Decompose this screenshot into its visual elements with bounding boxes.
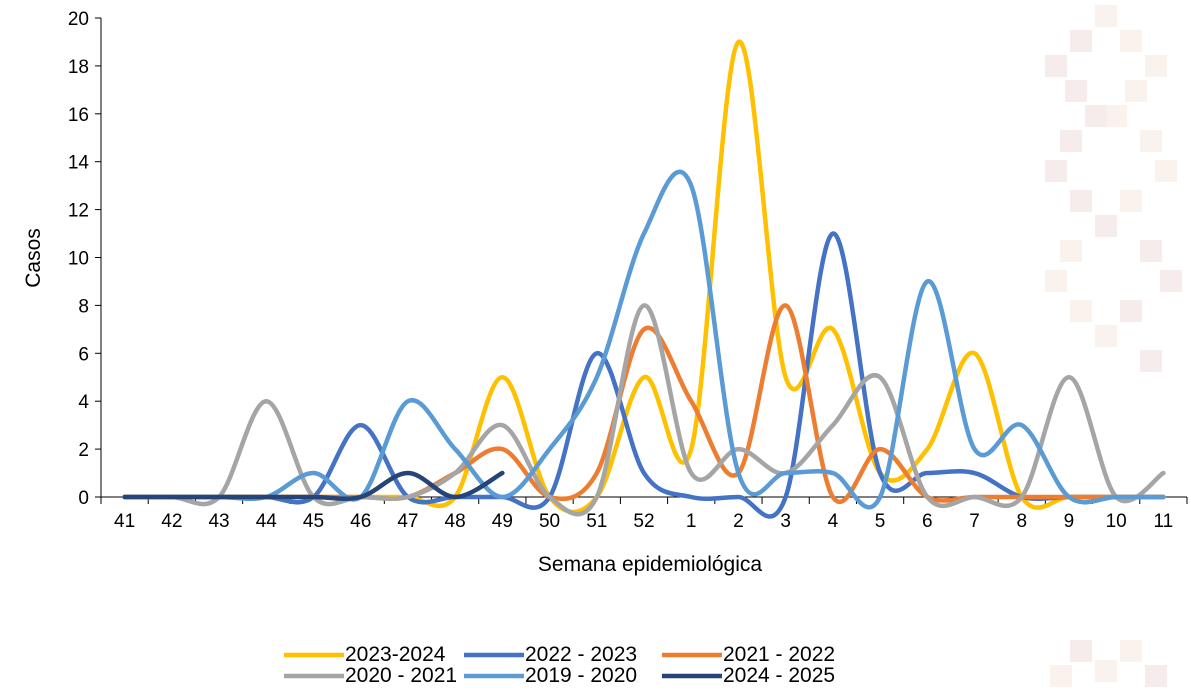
x-tick-label: 44 bbox=[256, 511, 278, 532]
y-tick-label: 2 bbox=[78, 440, 89, 461]
legend: 2023-2024 2022 - 2023 2021 - 2022 2020 - 20… bbox=[284, 643, 835, 687]
x-tick-label: 9 bbox=[1064, 511, 1075, 532]
y-tick-label: 18 bbox=[68, 57, 89, 78]
legend-label-5: 2024 - 2025 bbox=[723, 664, 835, 687]
decor-tile bbox=[1120, 640, 1142, 662]
y-axis-title: Casos bbox=[22, 228, 45, 288]
decor-tile bbox=[1095, 325, 1117, 347]
legend-label-0: 2023-2024 bbox=[345, 643, 446, 666]
decor-tile bbox=[1140, 240, 1162, 262]
x-tick-label: 47 bbox=[397, 511, 418, 532]
decor-tile bbox=[1060, 130, 1082, 152]
decor-tile bbox=[1045, 270, 1067, 292]
x-tick-label: 1 bbox=[686, 511, 697, 532]
x-tick-label: 8 bbox=[1016, 511, 1027, 532]
x-tick-label: 3 bbox=[780, 511, 791, 532]
x-tick-label: 4 bbox=[828, 511, 839, 532]
x-tick-label: 41 bbox=[114, 511, 135, 532]
x-tick-label: 45 bbox=[303, 511, 324, 532]
decor-tile bbox=[1050, 665, 1072, 687]
y-tick-label: 16 bbox=[68, 105, 89, 126]
decor-tile bbox=[1140, 350, 1162, 372]
x-tick-label: 50 bbox=[539, 511, 560, 532]
legend-label-1: 2022 - 2023 bbox=[525, 643, 637, 666]
background-decoration bbox=[1045, 5, 1182, 687]
y-tick-label: 4 bbox=[78, 392, 89, 413]
decor-tile bbox=[1095, 215, 1117, 237]
decor-tile bbox=[1145, 665, 1167, 687]
x-tick-label: 2 bbox=[733, 511, 744, 532]
decor-tile bbox=[1120, 300, 1142, 322]
x-tick-label: 51 bbox=[586, 511, 607, 532]
x-tick-label: 48 bbox=[445, 511, 466, 532]
x-tick-label: 49 bbox=[492, 511, 513, 532]
decor-tile bbox=[1120, 30, 1142, 52]
legend-label-2: 2021 - 2022 bbox=[723, 643, 835, 666]
x-tick-label: 11 bbox=[1154, 511, 1174, 532]
x-tick-label: 52 bbox=[633, 511, 654, 532]
y-tick-label: 14 bbox=[68, 153, 90, 174]
decor-tile bbox=[1095, 660, 1117, 682]
series-line-5 bbox=[122, 470, 505, 502]
legend-label-4: 2019 - 2020 bbox=[525, 664, 637, 687]
x-tick-label: 10 bbox=[1106, 511, 1127, 532]
decor-tile bbox=[1070, 30, 1092, 52]
decor-tile bbox=[1160, 270, 1182, 292]
series-line-0 bbox=[122, 39, 1166, 515]
series-line-4 bbox=[122, 169, 1166, 510]
decor-tile bbox=[1120, 190, 1142, 212]
x-tick-label: 46 bbox=[350, 511, 371, 532]
x-tick-label: 5 bbox=[875, 511, 886, 532]
decor-tile bbox=[1085, 105, 1107, 127]
y-tick-label: 8 bbox=[78, 296, 89, 317]
x-tick-label: 6 bbox=[922, 511, 933, 532]
x-tick-label: 43 bbox=[208, 511, 229, 532]
decor-tile bbox=[1140, 130, 1162, 152]
decor-tile bbox=[1070, 300, 1092, 322]
series-lines bbox=[122, 39, 1166, 519]
decor-tile bbox=[1105, 105, 1127, 127]
legend-label-3: 2020 - 2021 bbox=[345, 664, 457, 687]
series-line-1 bbox=[122, 231, 1166, 519]
x-tick-label: 42 bbox=[161, 511, 182, 532]
decor-tile bbox=[1045, 55, 1067, 77]
decor-tile bbox=[1070, 640, 1092, 662]
y-tick-label: 10 bbox=[68, 249, 89, 270]
x-axis-title: Semana epidemiológica bbox=[538, 553, 762, 576]
decor-tile bbox=[1070, 190, 1092, 212]
y-tick-label: 20 bbox=[68, 9, 89, 30]
decor-tile bbox=[1060, 240, 1082, 262]
decor-tile bbox=[1125, 80, 1147, 102]
series-line-3 bbox=[122, 303, 1166, 517]
y-tick-label: 12 bbox=[68, 201, 89, 222]
y-tick-label: 6 bbox=[78, 344, 89, 365]
decor-tile bbox=[1065, 80, 1087, 102]
decor-tile bbox=[1155, 160, 1177, 182]
decor-tile bbox=[1045, 160, 1067, 182]
decor-tile bbox=[1145, 55, 1167, 77]
y-tick-label: 0 bbox=[78, 488, 89, 509]
x-tick-label: 7 bbox=[969, 511, 980, 532]
decor-tile bbox=[1095, 5, 1117, 27]
